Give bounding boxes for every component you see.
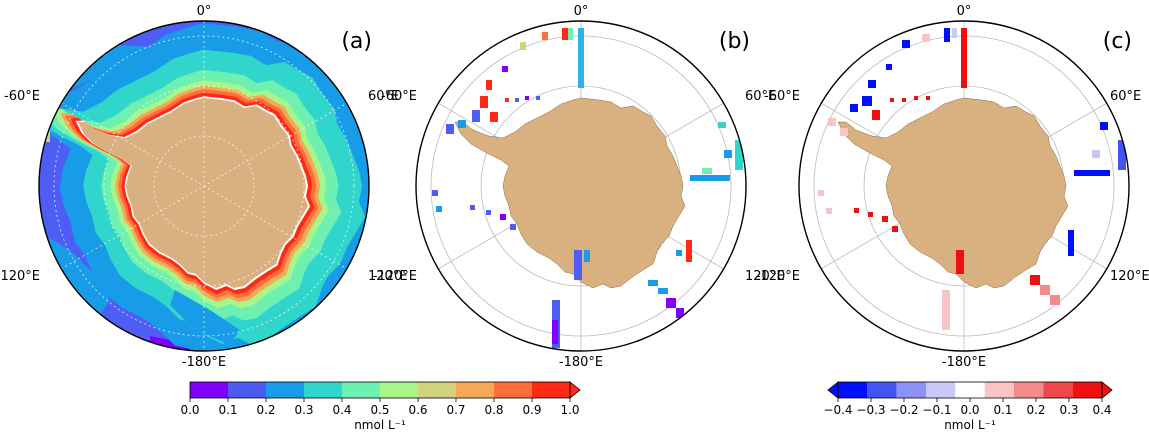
- colorbar-tick-label: 0.7: [446, 403, 465, 417]
- colorbar-segment: [926, 382, 956, 398]
- lon-label-bottom: -180°E: [559, 355, 603, 370]
- panel-c: 0° -60°E 60°E -120°E 120°E -180°E (c): [756, 4, 1149, 370]
- colorbar-tick-label: 0.3: [294, 403, 313, 417]
- colorbar-segment: [1072, 382, 1102, 398]
- lon-label-top: 0°: [197, 4, 212, 19]
- lon-label-top: 0°: [574, 4, 589, 19]
- colorbar-extend-arrow: [1101, 381, 1113, 399]
- colorbar-tick-label: 0.3: [1059, 403, 1078, 417]
- colorbar-tick-label: 1.0: [560, 403, 579, 417]
- panel-tag: (c): [1103, 29, 1132, 54]
- lon-label-left-bottom: -120°E: [0, 269, 40, 284]
- panel-tag: (a): [341, 29, 372, 54]
- colorbar-unit-label: nmol L⁻¹: [354, 418, 406, 432]
- panel-b: 0° -60°E 60°E -120°E 120°E -180°E (b): [373, 4, 785, 370]
- colorbar-segment: [1014, 382, 1044, 398]
- colorbar-right: −0.4 −0.3 −0.2 −0.1 0.0 0.1 0.2 0.3 0.4 nmol L⁻¹: [823, 381, 1113, 432]
- colorbar-segment: [1043, 382, 1073, 398]
- colorbar-segment: [456, 382, 494, 398]
- colorbar-tick-label: 0.2: [1026, 403, 1045, 417]
- lon-label-right-bottom: 120°E: [368, 269, 408, 284]
- low-patch-ne: [275, 22, 295, 36]
- colorbar-segment: [955, 382, 985, 398]
- colorbar-segment: [896, 382, 926, 398]
- observation-points: [818, 28, 1126, 330]
- map-boundary: [798, 20, 1130, 352]
- colorbar-tick-label: 0.8: [484, 403, 503, 417]
- lon-label-left-bottom: -120°E: [756, 269, 800, 284]
- lon-label-left-top: -60°E: [764, 89, 800, 104]
- lon-label-left-top: -60°E: [4, 89, 40, 104]
- colorbar-segment: [342, 382, 380, 398]
- lon-label-right-top: 60°E: [1110, 89, 1141, 104]
- colorbar-extend-arrow: [569, 381, 581, 399]
- lon-label-bottom: -180°E: [182, 355, 226, 370]
- lon-label-top: 0°: [957, 4, 972, 19]
- colorbar-tick-label: −0.2: [889, 403, 918, 417]
- colorbar-tick-label: 0.1: [993, 403, 1012, 417]
- colorbar-segment: [532, 382, 570, 398]
- colorbar-segment: [984, 382, 1014, 398]
- colorbar-tick-label: 0.0: [180, 403, 199, 417]
- colorbar-tick-label: 0.4: [332, 403, 351, 417]
- colorbar-unit-label: nmol L⁻¹: [944, 418, 996, 432]
- panel-a: 0° -60°E 60°E -120°E 120°E -180°E (a): [0, 4, 408, 370]
- colorbar-tick-label: 0.9: [522, 403, 541, 417]
- colorbar-tick-label: −0.1: [922, 403, 951, 417]
- lon-label-bottom: -180°E: [942, 355, 986, 370]
- observation-points: [432, 28, 743, 348]
- colorbar-segment: [418, 382, 456, 398]
- map-boundary: [38, 20, 370, 352]
- colorbar-segment: [867, 382, 897, 398]
- colorbar-left: 0.0 0.1 0.2 0.3 0.4 0.5 0.6 0.7 0.8 0.9 1.0 nmol L⁻…: [180, 381, 581, 432]
- plume-west: [39, 230, 110, 315]
- colorbar-segment: [304, 382, 342, 398]
- panel-tag: (b): [719, 29, 750, 54]
- colorbar-segment: [228, 382, 266, 398]
- colorbar-segment: [190, 382, 228, 398]
- lon-label-left-top: -60°E: [381, 89, 417, 104]
- colorbar-segment: [380, 382, 418, 398]
- lon-label-right-top: 60°E: [368, 89, 399, 104]
- lon-label-right-top: 60°E: [745, 89, 776, 104]
- colorbar-segment: [494, 382, 532, 398]
- colorbar-tick-label: 0.6: [408, 403, 427, 417]
- lon-label-left-bottom: -120°E: [373, 269, 417, 284]
- colorbar-segment: [838, 382, 868, 398]
- colorbar-tick-label: −0.3: [856, 403, 885, 417]
- colorbar-tick-label: 0.0: [960, 403, 979, 417]
- lon-label-right-bottom: 120°E: [1110, 269, 1149, 284]
- colorbar-tick-label: 0.1: [218, 403, 237, 417]
- colorbar-tick-label: 0.4: [1092, 403, 1111, 417]
- lon-label-right-bottom: 120°E: [745, 269, 785, 284]
- plume-sw: [170, 290, 240, 345]
- colorbar-segment: [266, 382, 304, 398]
- colorbar-tick-label: −0.4: [823, 403, 852, 417]
- map-boundary: [415, 20, 747, 352]
- colorbar-tick-label: 0.2: [256, 403, 275, 417]
- colorbar-tick-label: 0.5: [370, 403, 389, 417]
- colorbar-extend-arrow: [827, 381, 839, 399]
